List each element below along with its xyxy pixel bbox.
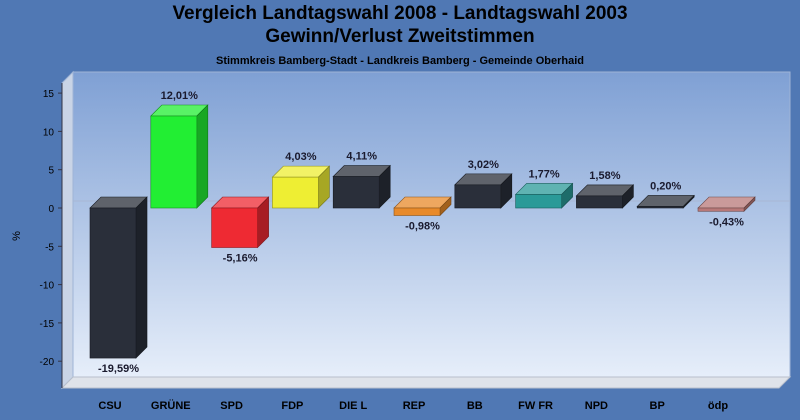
y-tick-label: -20 [40, 357, 55, 368]
x-tick-label: FDP [281, 400, 303, 412]
bar-front-face [211, 207, 258, 248]
x-tick-label: DIE L [339, 400, 367, 412]
data-label: 0,20% [650, 180, 681, 192]
bar-fw-fr [514, 182, 574, 209]
bar-ödp [697, 196, 756, 213]
plot-floor [60, 376, 792, 389]
x-tick-label: BP [650, 400, 665, 412]
x-tick-label: SPD [220, 400, 243, 412]
data-label: 4,03% [285, 151, 316, 163]
bar-side-face [196, 104, 209, 209]
y-tick-label: 10 [43, 127, 55, 138]
chart-caption: Stimmkreis Bamberg-Stadt - Landkreis Bam… [216, 55, 584, 67]
data-label: 12,01% [161, 90, 199, 102]
data-label: -0,43% [709, 216, 744, 228]
data-label: 1,58% [589, 170, 620, 182]
bar-die-l [332, 164, 391, 209]
y-axis-label: % [11, 231, 23, 241]
y-tick-label: -15 [40, 319, 55, 330]
data-label: 3,02% [468, 159, 499, 171]
x-tick-label: BB [467, 400, 483, 412]
bar-front-face [636, 206, 684, 209]
x-tick-label: CSU [98, 400, 121, 412]
bar-csu [89, 196, 148, 359]
bar-front-face [332, 176, 380, 209]
bar-front-face [150, 115, 198, 209]
y-tick-label: 15 [43, 89, 55, 100]
bar-rep [393, 196, 452, 217]
bar-front-face [454, 184, 502, 209]
y-tick-label: -10 [40, 281, 55, 292]
bar-fdp [271, 165, 331, 209]
x-tick-label: GRÜNE [151, 399, 191, 412]
bar-side-face [135, 196, 148, 359]
chart-title: Vergleich Landtagswahl 2008 - Landtagswa… [172, 3, 628, 24]
bar-npd [575, 184, 635, 209]
bar-front-face [515, 194, 562, 209]
y-tick-label: -5 [45, 242, 54, 253]
bar-front-face [576, 195, 623, 209]
plot-left-wall [61, 70, 74, 390]
y-tick-label: 0 [48, 204, 54, 215]
bar-spd [210, 196, 270, 249]
data-label: 1,77% [528, 168, 559, 180]
data-label: -19,59% [98, 363, 139, 375]
bar-front-face [272, 176, 319, 209]
bar-bp [636, 194, 695, 209]
data-label: 4,11% [346, 151, 377, 163]
x-tick-label: NPD [585, 400, 608, 412]
y-tick-label: 5 [48, 166, 54, 177]
data-label: -0,98% [405, 221, 440, 233]
bar-bb [454, 173, 513, 209]
chart-subtitle: Gewinn/Verlust Zweitstimmen [265, 26, 535, 47]
x-tick-label: REP [403, 400, 426, 412]
bar-front-face [697, 207, 745, 212]
x-tick-label: FW FR [518, 400, 553, 412]
bar-front-face [89, 207, 137, 359]
data-label: -5,16% [223, 253, 258, 265]
bar-front-face [393, 207, 441, 216]
bar-grüne [150, 104, 209, 209]
x-tick-label: ödp [708, 400, 728, 412]
